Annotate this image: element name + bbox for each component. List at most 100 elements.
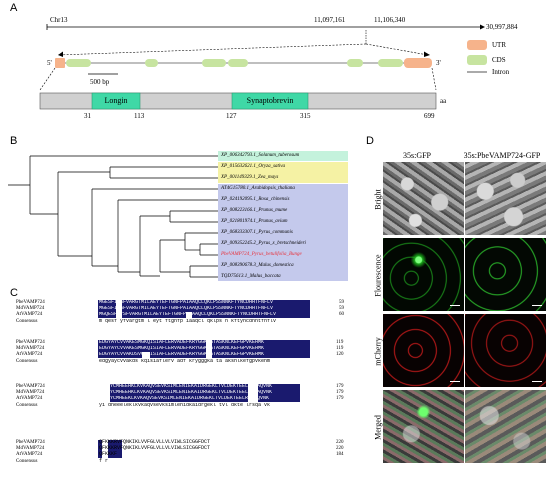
mismatch-gap bbox=[102, 440, 108, 458]
seq-name: MdVAMP724 bbox=[16, 306, 45, 311]
seq-end: 179 bbox=[336, 390, 344, 395]
seq-end: 119 bbox=[336, 340, 344, 345]
identity-shading bbox=[98, 340, 310, 358]
seq-residues: MGQESFIYSFVARGTMILAEYTEFTGNFPSIAAQCLQKLP… bbox=[99, 312, 277, 317]
zoom-arrow-left bbox=[58, 51, 63, 57]
consensus-seq: edgyaycvvakds kqisiaflerv adf krygggka t… bbox=[99, 359, 271, 364]
seq-residues: QFKKKF bbox=[99, 451, 118, 457]
zoom-line-right bbox=[365, 43, 429, 56]
chromosome-length: 30,997,884 bbox=[486, 23, 518, 31]
seq-name: AtVAMP724 bbox=[16, 312, 43, 317]
consensus-label: Consensus bbox=[16, 359, 38, 364]
tree-leaf-label: XP_001149329.1_Zea_mays bbox=[221, 175, 279, 180]
tree-leaf-label: XP_008390678.3_Malus_domestica bbox=[221, 263, 294, 268]
row-label: mCherry bbox=[373, 337, 383, 366]
seq-name: PbeVAMP724 bbox=[16, 440, 45, 445]
seq-residues: YCMHEEKLKVKAQVSEVKSIMLENIEKAIDRGEKLTVLDE… bbox=[110, 396, 270, 401]
consensus-label: Consensus bbox=[16, 459, 38, 464]
mismatch-gap bbox=[248, 384, 258, 402]
group-monocot-bg bbox=[218, 162, 348, 183]
tree-leaf-label: XP_006342793.1_Solanum_tuberosum bbox=[221, 153, 300, 158]
tree-leaf-label: XP_009352245.2_Pyrus_x_bretschneideri bbox=[221, 241, 306, 246]
micrograph-merged-gfp bbox=[383, 390, 464, 463]
row-label: Flourescence bbox=[373, 254, 383, 297]
domain-position-label: 127 bbox=[226, 112, 237, 120]
micrograph-bright-vamp bbox=[465, 162, 546, 235]
protein-zoom-left bbox=[39, 67, 56, 91]
panel-a-label: A bbox=[10, 2, 18, 14]
micrograph-bright-gfp bbox=[383, 162, 464, 235]
cds-exon bbox=[378, 59, 403, 67]
alignment-block: PbeVAMP724 EDGYAYCVVAKESMGKQISIAFLERVADE… bbox=[16, 340, 356, 370]
seq-residues: MGESFIYSFVARGTMILAEYTEFTGNFPAIAAQCLQKLPS… bbox=[99, 300, 274, 305]
utr-5-prime bbox=[55, 58, 65, 68]
mismatch-gap bbox=[186, 312, 192, 318]
image-scale-bar bbox=[532, 381, 542, 382]
legend-cds-swatch bbox=[467, 55, 487, 65]
seq-name: PbeVAMP724 bbox=[16, 300, 45, 305]
seq-name: MdVAMP724 bbox=[16, 390, 45, 395]
seq-end: 179 bbox=[336, 396, 344, 401]
longin-domain-label: Longin bbox=[104, 96, 128, 105]
seq-residues: YCMHEEHKLKVKAQVSEVKSIMLENIEKAIDRGEKLTVLD… bbox=[110, 390, 273, 395]
legend-cds-label: CDS bbox=[492, 56, 506, 64]
legend-utr-label: UTR bbox=[492, 41, 506, 49]
seq-residues: EDGYAYCVVAKDSVGKQISIAFLERVADEFKRYGGKAATA… bbox=[99, 352, 265, 357]
seq-end: 119 bbox=[336, 346, 344, 351]
row-label: Merged bbox=[373, 415, 383, 440]
sequence-alignment: PbeVAMP724 MGESFIYSFVARGTMILAEYTEFTGNFPA… bbox=[16, 300, 356, 482]
synaptobrevin-domain-label: Synaptobrevin bbox=[246, 96, 294, 105]
cds-exon bbox=[145, 59, 158, 67]
consensus-label: Consensus bbox=[16, 403, 38, 408]
longin-domain bbox=[91, 92, 141, 110]
seq-name: MdVAMP724 bbox=[16, 446, 45, 451]
seq-residues: EDGYAYCVVAKESMGKQISIAFLERVADEFKRYGGKAATA… bbox=[99, 346, 265, 351]
gene-structure-diagram bbox=[39, 24, 487, 110]
alignment-block: PbeVAMP724 YCMHEEHKLKVKAQVSEVKSIMLENIEKA… bbox=[16, 384, 356, 414]
panel-c-label: C bbox=[10, 287, 18, 299]
chromosome-name: Chr13 bbox=[50, 16, 68, 24]
seq-end: 184 bbox=[336, 452, 344, 457]
protein-zoom-right bbox=[431, 67, 437, 91]
seq-end: 179 bbox=[336, 384, 344, 389]
seq-residues: QFKKKRVFQNKIKLVVFGLVLLVLVIWLSICGGFDCT bbox=[99, 439, 211, 445]
three-prime-label: 3' bbox=[436, 59, 441, 67]
chromosome-arrowhead bbox=[480, 24, 485, 30]
seq-residues: YCMHEEHKLKVKAQVSEVKSIMLENIEKAIDRGEKLTVLD… bbox=[110, 384, 273, 389]
scale-bar-label: 500 bp bbox=[90, 78, 110, 86]
gene-end-position: 11,106,340 bbox=[374, 16, 406, 24]
tree-leaf-label: AT4G15780.1_Arabidopsis_thaliana bbox=[221, 186, 295, 191]
seq-residues: EDGYAYCVVAKESMGKQISIAFLERVADEFKRYGGKAATA… bbox=[99, 340, 265, 345]
cds-exon bbox=[202, 59, 226, 67]
seq-end: 220 bbox=[336, 440, 344, 445]
tree-leaf-label: XP_024192095.1_Rosa_chinensis bbox=[221, 197, 290, 202]
group-rosid-bg bbox=[218, 184, 348, 281]
seq-name: MdVAMP724 bbox=[16, 346, 45, 351]
tree-leaf-label-highlight: PbeVAMP724_Pyrus_betulifolia_Bunge bbox=[221, 252, 302, 257]
seq-end: 59 bbox=[339, 300, 344, 305]
seq-residues: QFKKKRVFQNKIKLVVFGLVLLVLVIWLSICGGFDCT bbox=[99, 445, 211, 451]
mismatch-gap bbox=[98, 384, 110, 402]
seq-end: 220 bbox=[336, 446, 344, 451]
column-header: 35s:PbeVAMP724-GFP bbox=[463, 151, 541, 160]
image-scale-bar bbox=[450, 381, 460, 382]
panel-d-label: D bbox=[366, 135, 374, 147]
seq-name: PbeVAMP724 bbox=[16, 340, 45, 345]
seq-end: 59 bbox=[339, 306, 344, 311]
domain-position-label: 315 bbox=[300, 112, 311, 120]
micrograph-fluorescence-vamp bbox=[465, 238, 546, 311]
synaptobrevin-domain bbox=[231, 92, 309, 110]
domain-position-label: 31 bbox=[84, 112, 91, 120]
micrograph-mcherry-gfp bbox=[383, 314, 464, 387]
micrograph-mcherry-vamp bbox=[465, 314, 546, 387]
legend-intron-label: Intron bbox=[492, 68, 510, 76]
domain-position-label: 699 bbox=[424, 112, 435, 120]
column-header: 35s:GFP bbox=[402, 151, 431, 160]
seq-end: 120 bbox=[336, 352, 344, 357]
tree-leaf-label: XP_015632621.1_Oryza_sativa bbox=[221, 164, 286, 169]
legend-utr-swatch bbox=[467, 40, 487, 50]
image-scale-bar bbox=[450, 305, 460, 306]
seq-name: AtVAMP724 bbox=[16, 396, 43, 401]
utr-3-prime bbox=[404, 58, 432, 68]
micrograph-merged-vamp bbox=[465, 390, 546, 463]
